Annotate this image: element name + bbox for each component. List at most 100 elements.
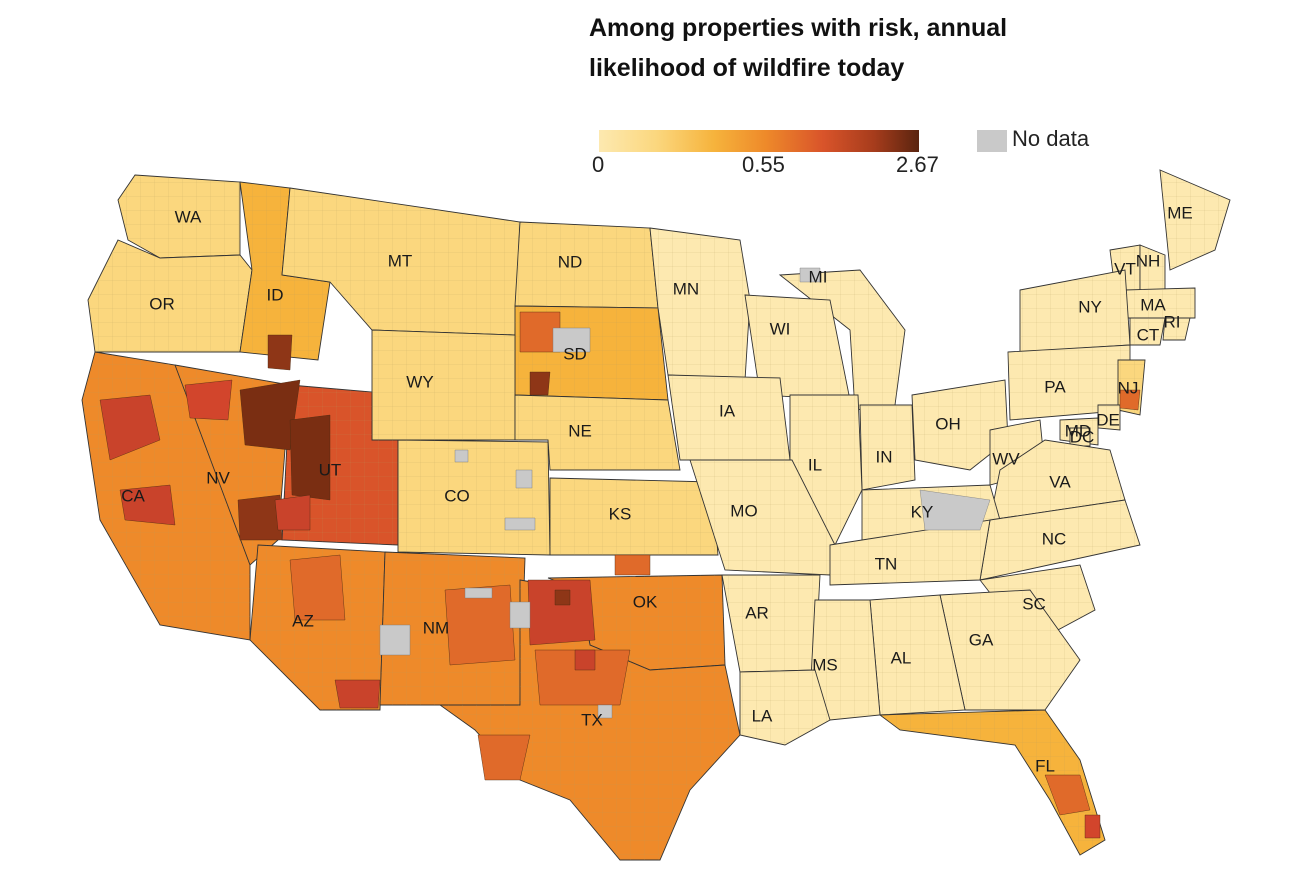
county-grid-wa: [118, 175, 240, 258]
state-label-me: ME: [1167, 203, 1193, 222]
legend-color-scale: [599, 130, 919, 152]
state-label-id: ID: [267, 285, 284, 304]
no-data-area-5: [919, 489, 991, 531]
state-label-wa: WA: [175, 207, 202, 226]
state-label-fl: FL: [1035, 756, 1055, 775]
county-grid-or: [88, 240, 252, 352]
county-grid-la: [740, 670, 830, 745]
county-grid-de: [1098, 405, 1120, 430]
high-risk-area-20: [614, 554, 651, 576]
state-label-md: MD: [1065, 421, 1091, 440]
state-label-nd: ND: [558, 252, 583, 271]
no-data-areas: [379, 267, 991, 719]
legend-tick-min: 0: [592, 152, 605, 177]
state-label-mn: MN: [673, 279, 699, 298]
county-grid-ne: [515, 395, 680, 470]
state-label-ks: KS: [609, 504, 632, 523]
high-risk-area-4: [274, 494, 311, 531]
state-label-pa: PA: [1044, 377, 1066, 396]
county-grid-ct: [1130, 318, 1165, 345]
high-risk-area-9: [554, 589, 571, 606]
county-grid-ks: [550, 478, 718, 555]
state-label-nh: NH: [1136, 251, 1161, 270]
state-label-mt: MT: [388, 251, 413, 270]
county-grid-mo: [690, 460, 835, 575]
title-line-2: likelihood of wildfire today: [589, 54, 905, 82]
county-grid-al: [870, 595, 965, 715]
high-risk-area-8: [534, 649, 631, 706]
county-grid-nc: [980, 500, 1140, 580]
state-label-ga: GA: [969, 630, 994, 649]
legend-no-data-swatch: [977, 130, 1007, 152]
state-label-ms: MS: [812, 655, 838, 674]
county-grid-ms: [810, 600, 880, 720]
state-label-la: LA: [752, 706, 773, 725]
state-label-al: AL: [891, 648, 912, 667]
county-grid-me: [1160, 170, 1230, 270]
state-label-de: DE: [1096, 410, 1120, 429]
high-risk-area-15: [334, 679, 381, 709]
state-label-tn: TN: [875, 554, 898, 573]
high-risk-area-10: [574, 649, 596, 671]
legend-tick-mid: 0.55: [742, 152, 785, 177]
state-label-ma: MA: [1140, 295, 1166, 314]
no-data-area-1: [379, 624, 411, 656]
state-label-in: IN: [876, 447, 893, 466]
no-data-area-3: [509, 601, 531, 629]
county-grid-nd: [515, 222, 658, 308]
state-label-ne: NE: [568, 421, 592, 440]
county-grid-wy: [372, 330, 515, 440]
high-risk-area-19: [1084, 814, 1101, 839]
county-grid-oh: [912, 380, 1008, 470]
state-label-il: IL: [808, 455, 822, 474]
no-data-area-8: [515, 469, 533, 489]
state-label-wy: WY: [406, 372, 433, 391]
high-risk-area-11: [477, 734, 531, 781]
state-label-ky: KY: [911, 502, 934, 521]
county-grid-il: [790, 395, 862, 545]
state-label-nc: NC: [1042, 529, 1067, 548]
state-label-sc: SC: [1022, 594, 1046, 613]
high-risk-area-3: [184, 379, 233, 421]
county-grid-mi: [780, 270, 905, 410]
no-data-area-4: [504, 517, 536, 531]
state-label-wv: WV: [992, 449, 1020, 468]
county-grid-co: [398, 440, 550, 555]
state-label-ar: AR: [745, 603, 769, 622]
state-label-ut: UT: [319, 460, 342, 479]
county-grid-ok: [548, 575, 725, 670]
state-label-va: VA: [1049, 472, 1071, 491]
high-risk-area-14: [289, 554, 346, 621]
county-grid-ma: [1125, 288, 1195, 318]
county-grid-dc: [1070, 428, 1090, 446]
state-label-ia: IA: [719, 401, 736, 420]
county-grid-nh: [1140, 245, 1165, 290]
county-grid-fl: [880, 710, 1105, 855]
no-data-area-7: [454, 449, 469, 463]
high-risk-area-0: [239, 379, 301, 451]
county-grid-ri: [1163, 318, 1190, 340]
county-grid-ny: [1020, 270, 1130, 352]
state-label-ca: CA: [121, 486, 145, 505]
state-label-wi: WI: [770, 319, 791, 338]
high-risk-area-6: [444, 584, 516, 666]
state-label-az: AZ: [292, 611, 314, 630]
high-risk-area-7: [527, 579, 596, 646]
county-grid-va: [990, 440, 1125, 520]
county-grid-tn: [830, 520, 990, 585]
state-label-mo: MO: [730, 501, 757, 520]
title-line-1: Among properties with risk, annual: [589, 14, 1008, 42]
no-data-area-6: [799, 267, 821, 283]
high-risk-area-13: [119, 484, 176, 526]
state-label-vt: VT: [1114, 259, 1136, 278]
high-risk-area-12: [99, 394, 161, 461]
county-grid-tx: [440, 580, 740, 860]
state-label-ny: NY: [1078, 297, 1102, 316]
legend-tick-max: 2.67: [896, 152, 939, 177]
county-grid-in: [860, 405, 915, 490]
state-label-co: CO: [444, 486, 470, 505]
county-grid-pa: [1008, 345, 1130, 420]
county-grid-az: [250, 545, 385, 710]
